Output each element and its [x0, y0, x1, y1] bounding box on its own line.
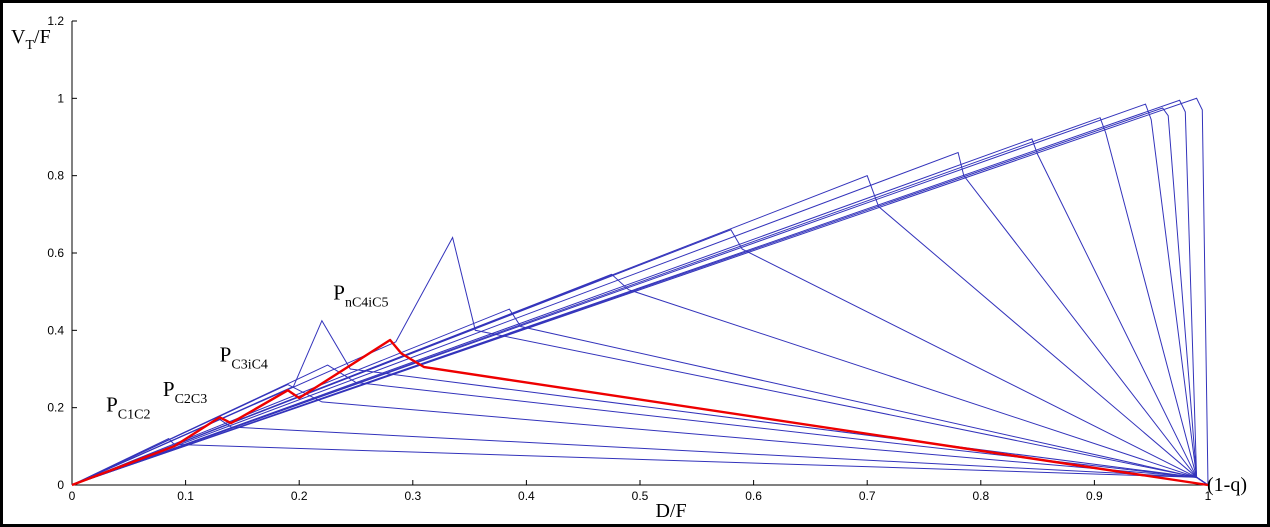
series-line-11: [71, 151, 1209, 486]
x-tick-label: 0.3: [404, 489, 421, 503]
x-tick-label: 1: [1205, 489, 1212, 503]
y-axis-label: VT/F: [11, 26, 51, 53]
y-tick-label: 0.2: [47, 401, 64, 415]
annotation-label: PC3iC4: [220, 342, 268, 372]
x-tick-label: 0.6: [745, 489, 762, 503]
annotation-label: PC1C2: [106, 393, 150, 423]
highlight-series-group: [71, 338, 1209, 487]
x-tick-label: 0.4: [518, 489, 535, 503]
x-tick-label: 0.5: [632, 489, 649, 503]
x-tick-label: 0.8: [972, 489, 989, 503]
series-line-17: [71, 97, 1209, 486]
x-axis-label: D/F: [655, 500, 686, 522]
axes: 0 0.1 0.2 0.3 0.4 0.5 0.6 0.7 0.8 0.9 1 0 0.2 0.4 0.6 0…: [47, 14, 1211, 503]
y-tick-label: 0: [57, 478, 64, 492]
series-line-16: [71, 99, 1209, 486]
annotation-label: PC2C3: [163, 377, 207, 407]
x-tick-label: 0: [69, 489, 76, 503]
series-line-1: [71, 437, 1209, 486]
y-tick-label: 1.2: [47, 14, 64, 28]
series-line-13: [71, 117, 1209, 486]
labels-group: PC1C2 PC2C3 PC3iC4 PnC4iC5: [106, 280, 388, 422]
y-axis-label-rest: /F: [34, 26, 51, 48]
x-tick-label: 0.7: [859, 489, 876, 503]
y-axis-label-main: V: [11, 26, 26, 48]
x-tick-label: 0.9: [1086, 489, 1103, 503]
x-tick-label: 0.2: [291, 489, 308, 503]
annotation-label: PnC4iC5: [333, 280, 388, 310]
y-axis-label-sub: T: [25, 38, 34, 53]
chart-svg: 0 0.1 0.2 0.3 0.4 0.5 0.6 0.7 0.8 0.9 1 0 0.2 0.4 0.6 0…: [11, 14, 1247, 522]
highlight-series-line: [71, 338, 1209, 487]
y-tick-label: 0.8: [47, 169, 64, 183]
endpoint-label: (1-q): [1207, 474, 1247, 496]
series-line-12: [71, 138, 1209, 486]
y-tick-label: 0.6: [47, 246, 64, 260]
series-line-10: [71, 175, 1209, 486]
y-tick-label: 0.4: [47, 323, 64, 337]
y-tick-label: 1: [57, 91, 64, 105]
series-group: [71, 97, 1209, 486]
series-line-8: [71, 273, 1209, 486]
x-tick-label: 0.1: [177, 489, 194, 503]
series-line-15: [71, 107, 1209, 486]
